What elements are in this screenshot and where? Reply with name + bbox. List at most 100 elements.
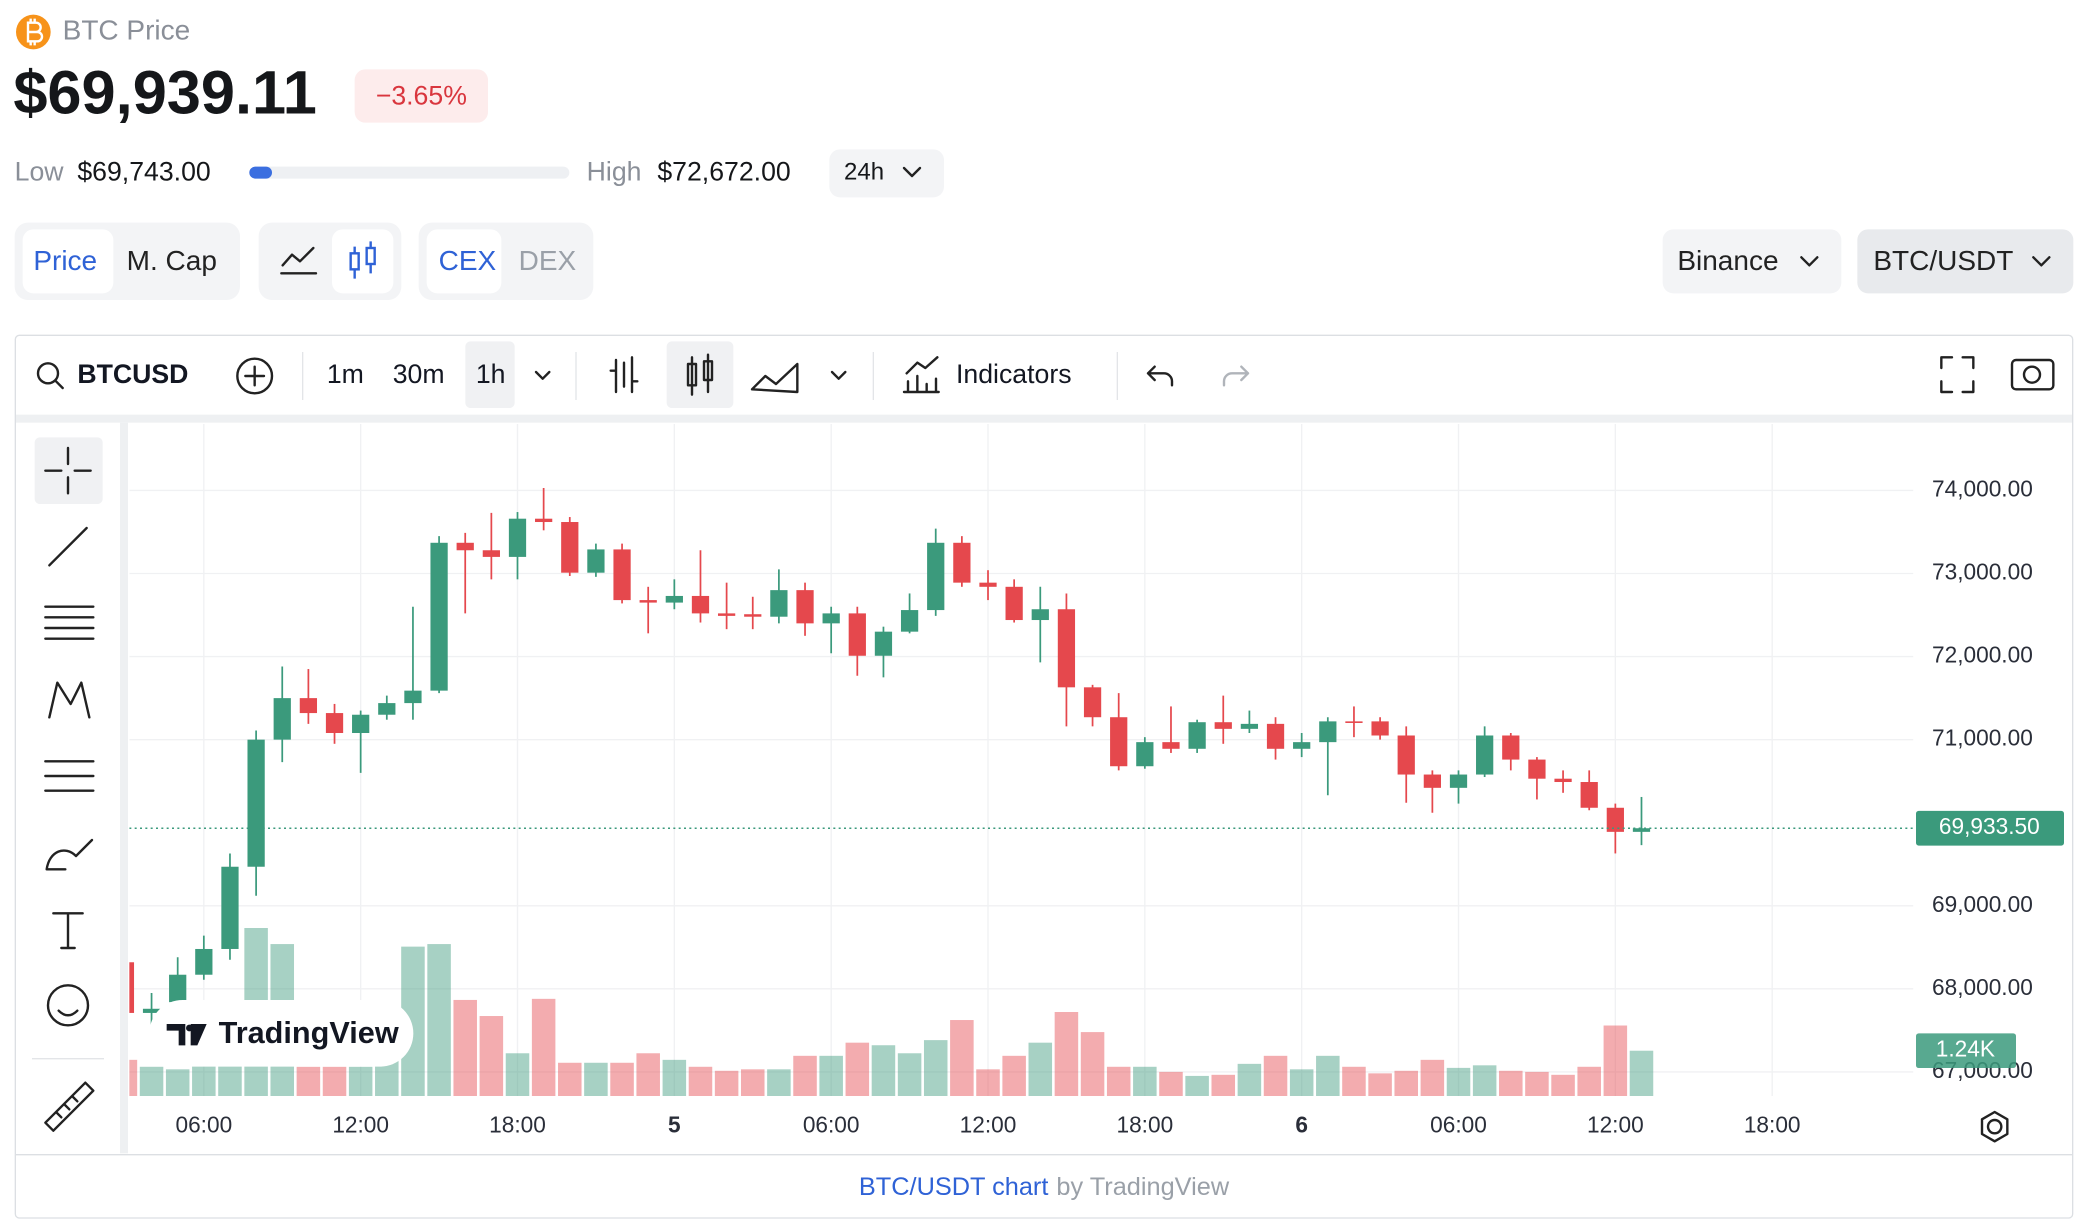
interval-active[interactable] [465,341,515,408]
compare-icon[interactable] [236,357,274,395]
symbol[interactable]: BTCUSD [77,359,188,389]
candle-body [1502,735,1520,760]
footer-link[interactable]: BTC/USDT chart [859,1173,1049,1201]
redo-icon[interactable] [1222,365,1250,387]
chart-frame [14,334,2074,1219]
candle-body [299,698,318,714]
brush-icon[interactable] [45,838,94,871]
high-value: $72,672.00 [657,156,790,186]
candle-body [691,595,710,614]
candle-body [1083,687,1102,718]
volume-bar [129,1059,138,1096]
change-pill [354,69,488,123]
tab-active[interactable] [426,229,502,294]
candle-body [352,714,370,734]
pattern-icon[interactable] [48,681,91,719]
exchange-select[interactable] [1662,229,1842,294]
volume-bar [1525,1071,1549,1096]
volume-bar [139,1066,164,1096]
interval[interactable]: 1m [327,359,364,389]
chevron[interactable] [830,370,847,380]
camera-icon [2022,365,2042,384]
candle-body [1057,609,1076,688]
volume-bar [740,1069,765,1096]
candle-body [744,614,762,617]
candle-body [1397,735,1415,775]
tab[interactable]: Price [33,245,97,276]
candle-body [1554,778,1572,783]
text-icon[interactable] [52,912,84,950]
trendline-icon[interactable] [48,526,88,567]
candle-body [848,613,866,656]
volume-bar [1577,1066,1601,1096]
volume-bar [479,1016,504,1096]
candle-body [508,518,527,557]
volume-bar [1499,1070,1523,1096]
x-tick-label: 12:00 [960,1112,1017,1138]
undo-icon[interactable] [1146,365,1174,387]
indicators-icon[interactable] [902,356,940,394]
candle-body [169,974,187,1003]
tab[interactable]: DEX [519,245,577,276]
volume-bar [819,1055,843,1096]
forecast-icon[interactable] [44,760,95,792]
candle-body [247,739,265,867]
interval[interactable]: 1h [476,359,506,389]
candle-icon [349,252,360,271]
x-tick-label: 18:00 [1116,1112,1173,1138]
indicators[interactable]: Indicators [956,359,1072,389]
ruler-icon[interactable] [44,1081,95,1132]
compare-icon [244,365,266,387]
low-value: $69,743.00 [77,156,210,186]
footer-by: by TradingView [1056,1173,1229,1201]
candle-icon [365,246,376,266]
candle-body [1319,721,1337,743]
candle-body [1266,723,1285,749]
candle-body [325,713,344,734]
interval[interactable]: 30m [393,359,445,389]
emoji-icon[interactable] [46,984,90,1027]
chevron[interactable] [534,370,551,380]
candle-body [456,542,474,551]
area-icon[interactable] [750,362,799,394]
volume-bar [923,1040,948,1096]
candles-icon [702,360,714,382]
candle-body [129,962,135,1013]
tool-active[interactable] [34,437,103,504]
candle-body [221,866,239,949]
search-icon[interactable] [36,362,60,385]
price: $69,939.11 [13,58,317,127]
range-fill [249,166,272,179]
volume-label: 1.24K [1936,1036,1995,1062]
side-divider [120,422,128,1154]
candle-body [1606,807,1624,832]
bars-icon[interactable] [609,356,639,394]
volume-bar [1551,1074,1575,1096]
candle-body [142,1008,161,1013]
settings-icon[interactable] [1986,1118,2003,1135]
y-tick-label: 71,000.00 [1932,725,2033,751]
y-tick-label: 68,000.00 [1932,974,2033,1000]
volume-bar [976,1069,1000,1096]
line-icon[interactable] [280,246,318,275]
tab[interactable]: CEX [439,245,497,276]
fib-icon[interactable] [44,605,95,640]
tab-active[interactable] [332,229,394,294]
settings-icon [1980,1110,2009,1143]
range-button[interactable] [829,149,944,198]
x-tick-label: 18:00 [1744,1112,1801,1138]
x-tick-label: 12:00 [332,1112,389,1138]
tab-active[interactable] [22,229,114,294]
volume-bar [636,1053,660,1096]
volume-bar [296,1066,321,1096]
candle-body [1528,759,1546,779]
chart-type-active[interactable] [666,341,734,408]
candle-body [613,549,631,601]
pair-select[interactable] [1857,229,2074,294]
tab[interactable]: M. Cap [127,245,217,276]
x-tick-label: 6 [1295,1112,1308,1138]
camera-icon[interactable] [2010,358,2055,391]
candle-body [1031,609,1049,621]
fullscreen-icon[interactable] [1940,356,1975,394]
